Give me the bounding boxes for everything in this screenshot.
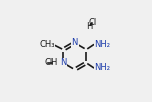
Text: CH₃: CH₃ [39, 40, 55, 49]
Text: NH₂: NH₂ [94, 40, 110, 49]
Text: N: N [60, 58, 66, 67]
Text: Cl: Cl [88, 18, 97, 27]
Text: H: H [50, 58, 56, 67]
Text: N: N [72, 38, 78, 47]
Text: Cl: Cl [44, 58, 52, 67]
Text: H: H [86, 22, 92, 31]
Text: NH₂: NH₂ [94, 63, 110, 72]
